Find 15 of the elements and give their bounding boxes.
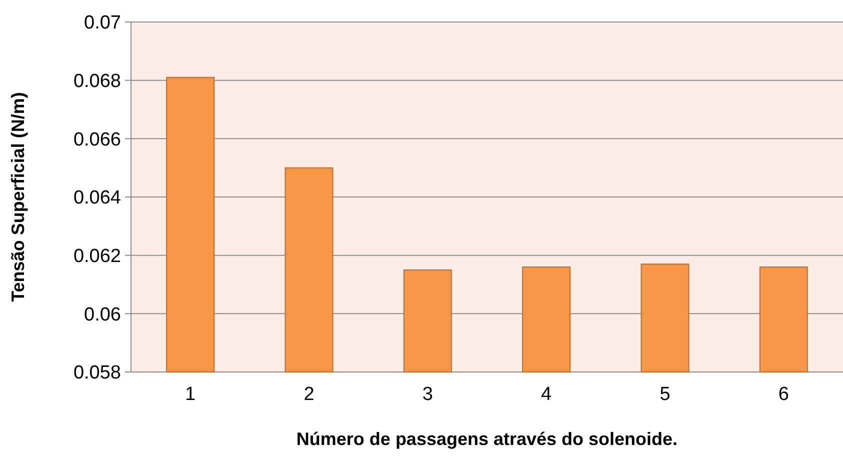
y-tick-label: 0.06 [84,304,121,326]
x-axis-title: Número de passagens através do solenoide. [296,429,678,449]
x-tick-label: 1 [185,384,196,405]
x-tick-label: 4 [541,384,552,405]
x-tick-label: 6 [778,384,789,405]
y-tick-label: 0.064 [73,188,122,209]
y-tick-label: 0.07 [84,12,121,34]
x-tick-label: 3 [422,384,433,405]
y-tick-label: 0.058 [73,362,121,384]
y-tick-label: 0.066 [73,129,121,150]
x-tick-label: 2 [304,384,314,405]
y-tick-label: 0.062 [73,246,121,267]
x-tick-label: 5 [660,384,670,405]
y-axis-title: Tensão Superficial (N/m) [8,92,28,302]
y-tick-label: 0.068 [73,70,121,92]
